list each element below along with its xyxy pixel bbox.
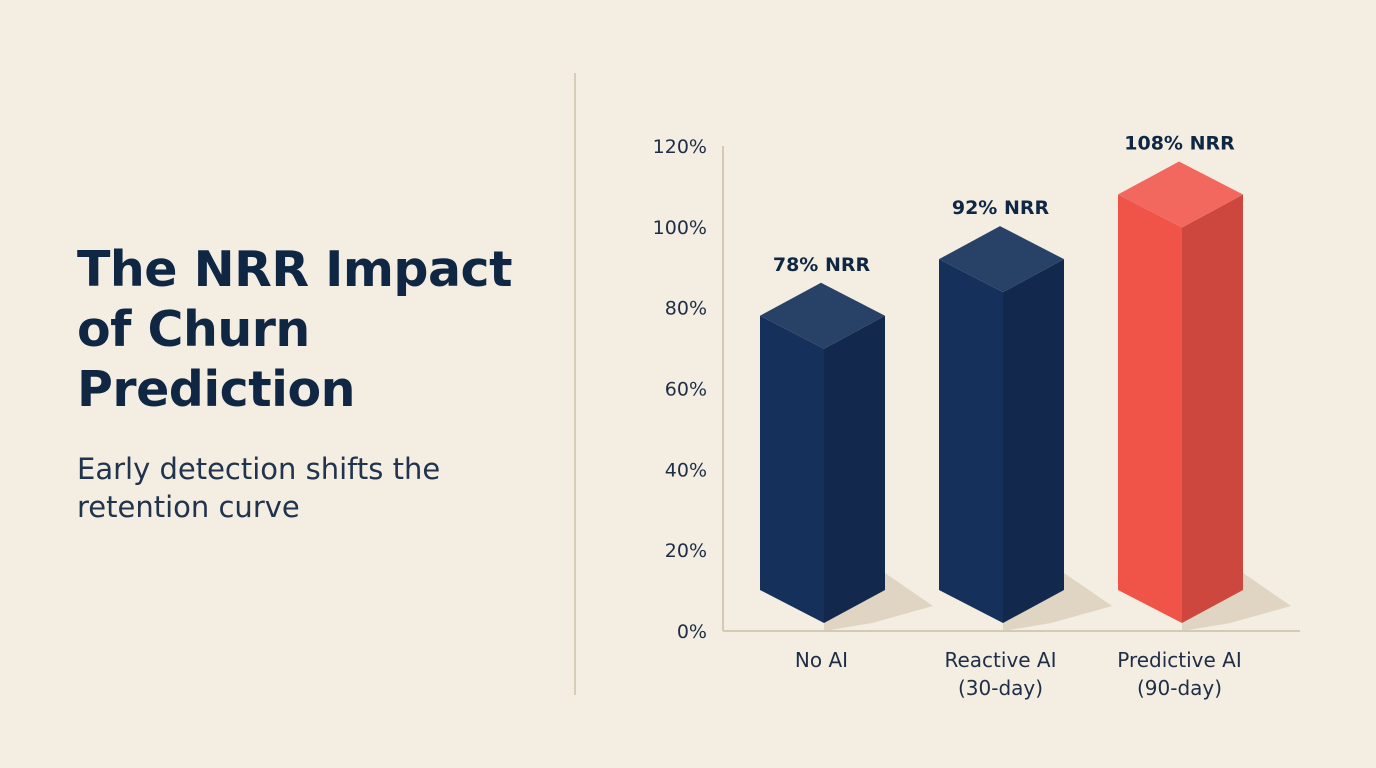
- category-label-line: No AI: [795, 648, 848, 672]
- bar-top-face: [760, 282, 885, 349]
- bar-shadow: [1182, 573, 1291, 631]
- category-label: No AI: [795, 648, 848, 672]
- bar-top-face: [939, 226, 1064, 293]
- y-tick-label: 20%: [665, 540, 707, 562]
- bar: [939, 226, 1064, 623]
- bar-front-face: [1118, 194, 1182, 623]
- y-tick-label: 40%: [665, 459, 707, 481]
- bar: [1118, 161, 1243, 623]
- y-tick-label: 80%: [665, 298, 707, 320]
- bar-top-face: [1118, 161, 1243, 228]
- category-label: Predictive AI (90-day): [1117, 648, 1242, 700]
- y-tick-label: 120%: [653, 136, 707, 158]
- category-label-line: Predictive AI: [1117, 648, 1242, 672]
- page-title: The NRR Impact of Churn Prediction: [77, 241, 513, 418]
- bar-value-label: 108% NRR: [1124, 133, 1235, 155]
- page-subtitle: Early detection shifts the retention cur…: [77, 452, 441, 524]
- bar-shadow: [824, 573, 933, 631]
- bar-front-face: [760, 315, 824, 623]
- vertical-divider: [574, 73, 576, 695]
- chart-axes: [722, 146, 1300, 632]
- y-tick-label: 100%: [653, 217, 707, 239]
- bar-shadow: [1003, 573, 1112, 631]
- bar-side-face: [824, 315, 885, 623]
- y-tick-label: 0%: [677, 621, 707, 643]
- category-label-line: (30-day): [958, 676, 1043, 700]
- bar-value-label: 92% NRR: [952, 197, 1050, 219]
- bar-side-face: [1003, 259, 1064, 623]
- category-label-line: Reactive AI: [944, 648, 1056, 672]
- y-tick-label: 60%: [665, 379, 707, 401]
- bar-side-face: [1182, 194, 1243, 623]
- bar-value-label: 78% NRR: [773, 254, 871, 276]
- bar-front-face: [939, 259, 1003, 623]
- category-label-line: (90-day): [1137, 676, 1222, 700]
- bar-shadows: [824, 573, 1291, 631]
- bar: [760, 282, 885, 623]
- category-label: Reactive AI (30-day): [944, 648, 1056, 700]
- chart-labels: 0% 20% 40% 60% 80% 100% 120% 78% NRR No AI 92% NR…: [653, 133, 1242, 701]
- chart-bars: [760, 161, 1243, 623]
